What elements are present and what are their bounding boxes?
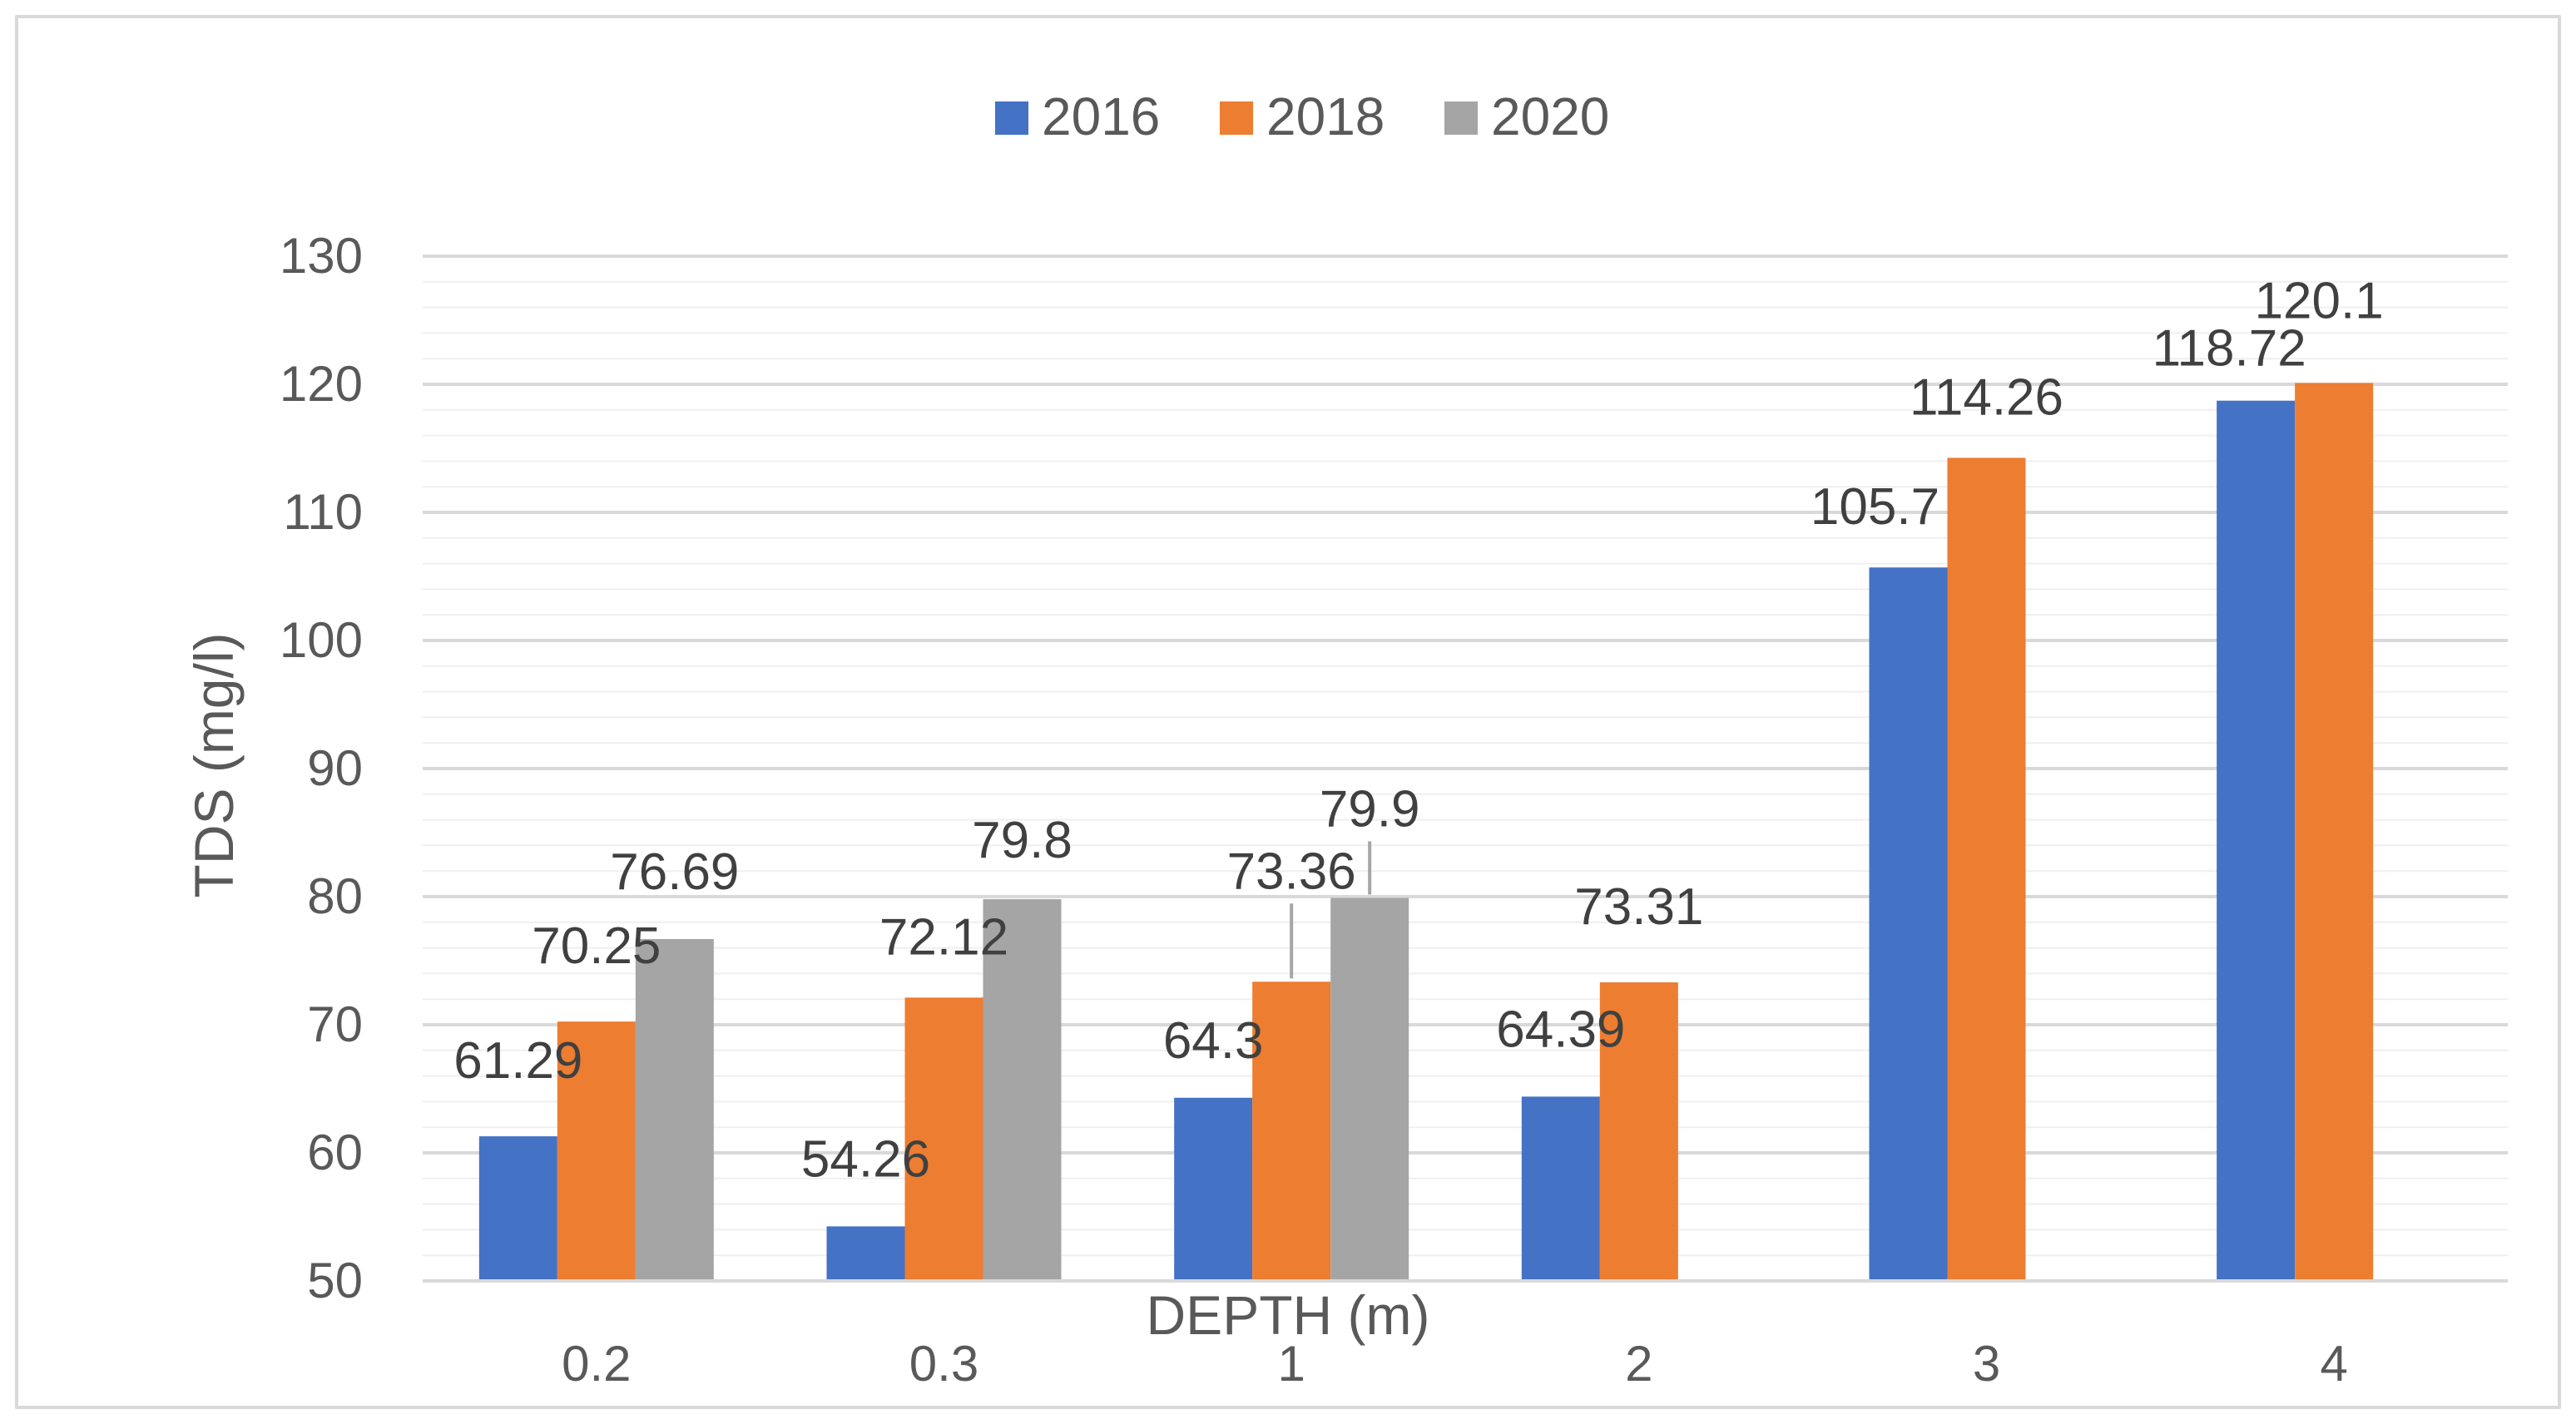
y-tick-label: 100 [280,612,363,668]
data-label: 70.25 [532,917,661,975]
x-tick-label: 4 [2320,1336,2347,1392]
bar-2018-2 [1599,982,1678,1281]
legend-swatch-2016 [995,101,1028,135]
y-tick-label: 130 [280,228,363,284]
y-tick-label: 70 [307,996,363,1052]
data-label: 79.8 [972,812,1073,869]
bar-2018-4 [2295,383,2374,1282]
data-label: 76.69 [610,843,739,901]
bar-2020-0.2 [635,938,714,1281]
data-label: 73.36 [1227,843,1356,900]
x-axis-title: DEPTH (m) [1147,1284,1430,1346]
bar-2016-0.3 [826,1226,905,1281]
bar-2018-0.3 [904,997,983,1281]
bar-2016-3 [1869,567,1948,1281]
x-tick-label: 0.2 [562,1336,631,1392]
y-axis-ticks: 50 60 70 80 90 100 110 120 130 [280,228,363,1308]
data-label: 118.72 [2152,320,2306,378]
bar-2016-4 [2217,400,2296,1281]
legend-swatch-2020 [1444,101,1478,135]
legend: 2016 2018 2020 [995,87,1609,146]
bars [478,383,2374,1282]
data-label: 105.7 [1811,478,1939,536]
bar-2016-0.2 [478,1136,557,1281]
bar-2020-0.3 [983,899,1062,1281]
x-tick-label: 3 [1973,1336,2000,1392]
data-label: 64.39 [1496,1001,1625,1058]
data-label: 79.9 [1320,781,1420,838]
y-tick-label: 120 [280,356,363,412]
y-tick-label: 80 [307,868,363,924]
bar-2020-1 [1330,897,1409,1281]
x-tick-label: 1 [1277,1336,1305,1392]
x-tick-label: 0.3 [909,1336,978,1392]
y-tick-label: 50 [307,1253,363,1308]
y-axis-title: TDS (mg/l) [183,633,245,898]
gridlines [423,255,2508,1257]
data-label: 61.29 [453,1032,582,1090]
legend-swatch-2018 [1220,101,1253,135]
bar-2016-2 [1521,1096,1600,1281]
bar-2018-3 [1947,457,2026,1281]
data-label: 114.26 [1910,368,2063,426]
data-label: 72.12 [879,908,1008,966]
bar-2018-1 [1252,981,1331,1281]
y-tick-label: 90 [307,740,363,796]
bar-2016-1 [1174,1097,1253,1281]
data-label: 73.31 [1574,878,1703,936]
x-axis-ticks: 0.2 0.3 1 2 3 4 [562,1336,2348,1392]
data-label: 54.26 [801,1130,930,1188]
y-tick-label: 110 [283,484,363,540]
y-tick-label: 60 [307,1125,363,1180]
legend-label-2016: 2016 [1042,87,1160,146]
bar-2018-0.2 [557,1021,636,1281]
legend-label-2020: 2020 [1491,87,1609,146]
data-labels: 61.29 54.26 64.3 64.39 105.7 118.72 70.25 72.12… [453,272,2383,1188]
x-tick-label: 2 [1625,1336,1652,1392]
data-label: 120.1 [2255,272,2384,329]
legend-label-2018: 2018 [1266,87,1385,146]
data-label: 64.3 [1163,1012,1264,1070]
